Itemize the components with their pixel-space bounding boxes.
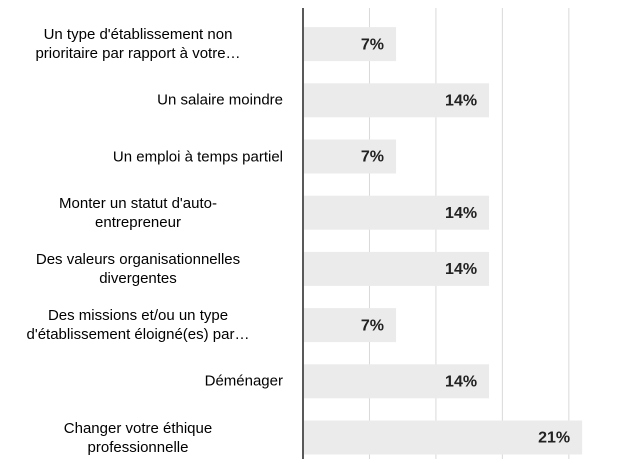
bar: [303, 364, 490, 399]
value-label: 7%: [361, 317, 384, 334]
category-label: Déménager: [204, 372, 283, 390]
category-label: Un salaire moindre: [157, 91, 283, 109]
bar: [303, 139, 397, 174]
category-label: Des valeurs organisationnelles divergent…: [35, 250, 241, 287]
bar: [303, 83, 490, 118]
bar: [303, 195, 490, 230]
value-label: 21%: [538, 430, 570, 447]
value-label: 7%: [361, 149, 384, 166]
bar: [303, 308, 397, 343]
category-label: Des missions et/ou un type d'établisseme…: [26, 307, 250, 344]
category-label: Monter un statut d'auto- entrepreneur: [59, 194, 217, 231]
bar: [303, 27, 397, 62]
bar: [303, 251, 490, 286]
category-label: Un emploi à temps partiel: [112, 148, 283, 165]
category-label: Changer votre éthique professionnelle: [63, 419, 213, 456]
value-label: 14%: [445, 261, 477, 278]
value-label: 14%: [445, 374, 477, 391]
value-label: 14%: [445, 205, 477, 222]
value-label: 14%: [445, 93, 477, 110]
value-label: 7%: [361, 36, 384, 53]
category-label: Un type d'établissement non prioritaire …: [35, 26, 241, 63]
bar: [303, 420, 583, 455]
